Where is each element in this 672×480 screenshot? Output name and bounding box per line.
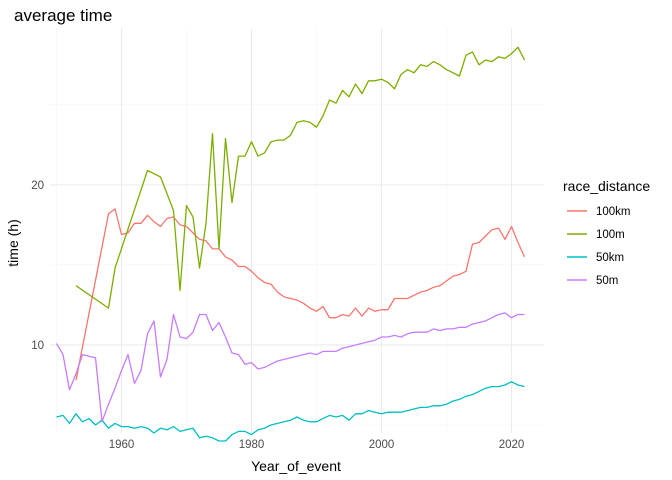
x-axis-title: Year_of_event [251,458,341,474]
legend: race_distance 100km 100m 50km 50m [563,178,650,287]
y-axis-title: time (h) [5,219,21,266]
chart-title: average time [14,6,112,25]
series-layer [55,46,526,442]
x-tick-label: 2020 [499,439,525,451]
y-tick-label: 10 [31,340,44,352]
series-line-100km [75,208,526,381]
grid [50,28,544,433]
x-tick-label: 2000 [369,439,395,451]
legend-label-50km: 50km [596,252,624,264]
legend-title: race_distance [563,178,650,194]
legend-label-100km: 100km [596,206,631,218]
x-tick-label: 1960 [109,439,135,451]
series-line-50km [56,381,525,442]
series-line-50m [55,312,525,423]
x-axis-ticks: 1960 1980 2000 2020 [109,439,525,451]
legend-label-100m: 100m [596,229,625,241]
legend-label-50m: 50m [596,275,618,287]
series-line-100m [75,46,526,309]
y-axis-ticks: 10 20 [31,180,44,352]
x-tick-label: 1980 [239,439,265,451]
y-tick-label: 20 [31,180,44,192]
